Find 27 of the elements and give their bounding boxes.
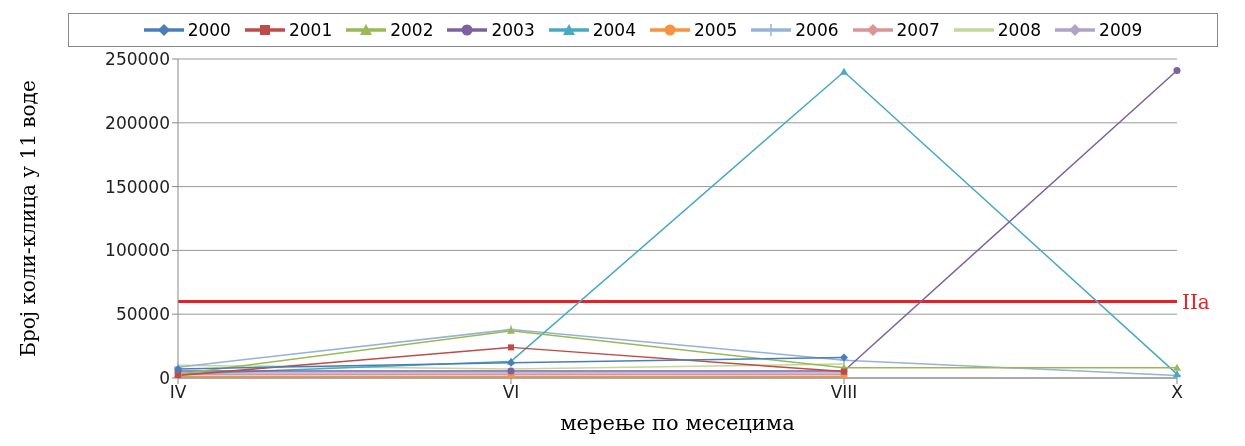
legend-label: 2007 [896, 20, 940, 40]
legend-label: 2002 [390, 20, 434, 40]
point [1173, 66, 1181, 74]
y-tick-label: 50000 [115, 304, 170, 325]
ref-line-label: IIa [1182, 289, 1210, 314]
x-tick-label: IV [169, 382, 187, 403]
legend-label: 2004 [592, 20, 636, 40]
y-tick-label: 100000 [105, 240, 170, 261]
legend-label: 2003 [491, 20, 535, 40]
x-axis-title: мерење по месецима [560, 411, 795, 435]
legend-label: 2006 [795, 20, 839, 40]
legend-label: 2005 [694, 20, 738, 40]
legend-label: 2009 [1099, 20, 1143, 40]
x-tick-label: VIII [830, 382, 858, 403]
x-tick-label: VI [502, 382, 520, 403]
point [1173, 363, 1181, 371]
x-tick-label: X [1171, 382, 1184, 403]
legend-label: 2000 [187, 20, 231, 40]
point [840, 67, 848, 75]
point [508, 344, 514, 351]
legend-label: 2001 [288, 20, 333, 40]
y-tick-label: 0 [159, 368, 170, 389]
y-axis-title: Број коли-клица у 11 воде [16, 80, 41, 357]
y-tick-label: 250000 [105, 49, 170, 70]
y-tick-label: 200000 [105, 112, 170, 133]
legend-label: 2008 [997, 20, 1042, 40]
y-tick-label: 150000 [105, 176, 170, 197]
